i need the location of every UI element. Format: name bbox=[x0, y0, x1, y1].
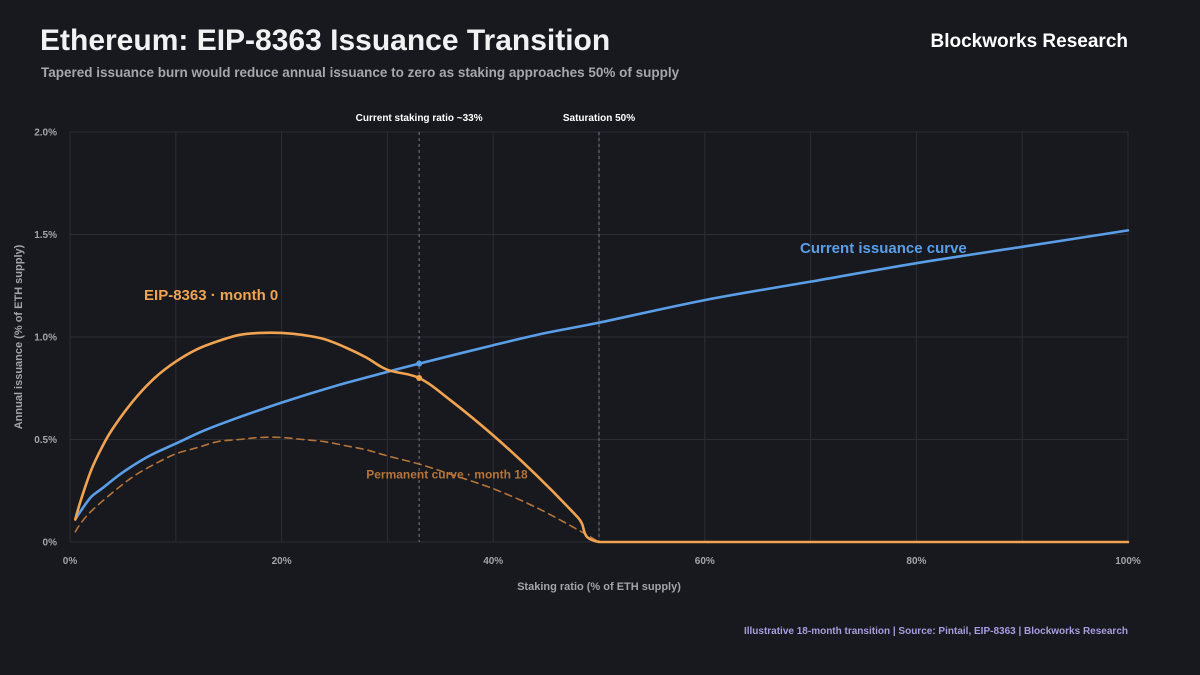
series-line bbox=[73, 331, 1130, 544]
series-labels: Current issuance curve EIP-8363 · month 0… bbox=[144, 240, 967, 482]
reference-line-label: Current staking ratio ~33% bbox=[356, 113, 483, 124]
y-tick-label: 1.0% bbox=[34, 333, 57, 344]
chart-subtitle: Tapered issuance burn would reduce annua… bbox=[41, 65, 680, 80]
series-label: Current issuance curve bbox=[800, 240, 967, 257]
x-tick-label: 80% bbox=[906, 556, 926, 567]
x-tick-label: 40% bbox=[483, 556, 503, 567]
x-axis-title: Staking ratio (% of ETH supply) bbox=[517, 581, 681, 593]
y-tick-label: 1.5% bbox=[34, 230, 57, 241]
tick-labels: 0% 0.5% 1.0% 1.5% 2.0% 0% 20% 40% 60% 80% 100% bbox=[34, 128, 1141, 568]
x-tick-label: 20% bbox=[272, 556, 292, 567]
series-line bbox=[74, 436, 600, 543]
series-lines bbox=[73, 229, 1130, 544]
y-tick-label: 0.5% bbox=[34, 435, 57, 446]
markers bbox=[416, 360, 423, 381]
reference-lines: Current staking ratio ~33% Saturation 50% bbox=[356, 113, 635, 542]
y-tick-label: 0% bbox=[43, 538, 58, 549]
y-tick-label: 2.0% bbox=[34, 128, 57, 139]
brand-logo-text: Blockworks Research bbox=[930, 31, 1129, 52]
series-line bbox=[73, 229, 1130, 521]
data-point-marker bbox=[416, 375, 423, 381]
series-label: EIP-8363 · month 0 bbox=[144, 287, 278, 304]
data-point-marker bbox=[416, 360, 423, 367]
chart-title: Ethereum: EIP-8363 Issuance Transition bbox=[40, 24, 611, 57]
reference-line-label: Saturation 50% bbox=[563, 113, 635, 124]
source-note: Illustrative 18-month transition | Sourc… bbox=[743, 626, 1128, 637]
series-label: Permanent curve · month 18 bbox=[366, 467, 528, 481]
y-axis-title: Annual issuance (% of ETH supply) bbox=[13, 244, 25, 429]
x-tick-label: 100% bbox=[1115, 556, 1141, 567]
x-tick-label: 0% bbox=[63, 556, 78, 567]
x-tick-label: 60% bbox=[695, 556, 715, 567]
